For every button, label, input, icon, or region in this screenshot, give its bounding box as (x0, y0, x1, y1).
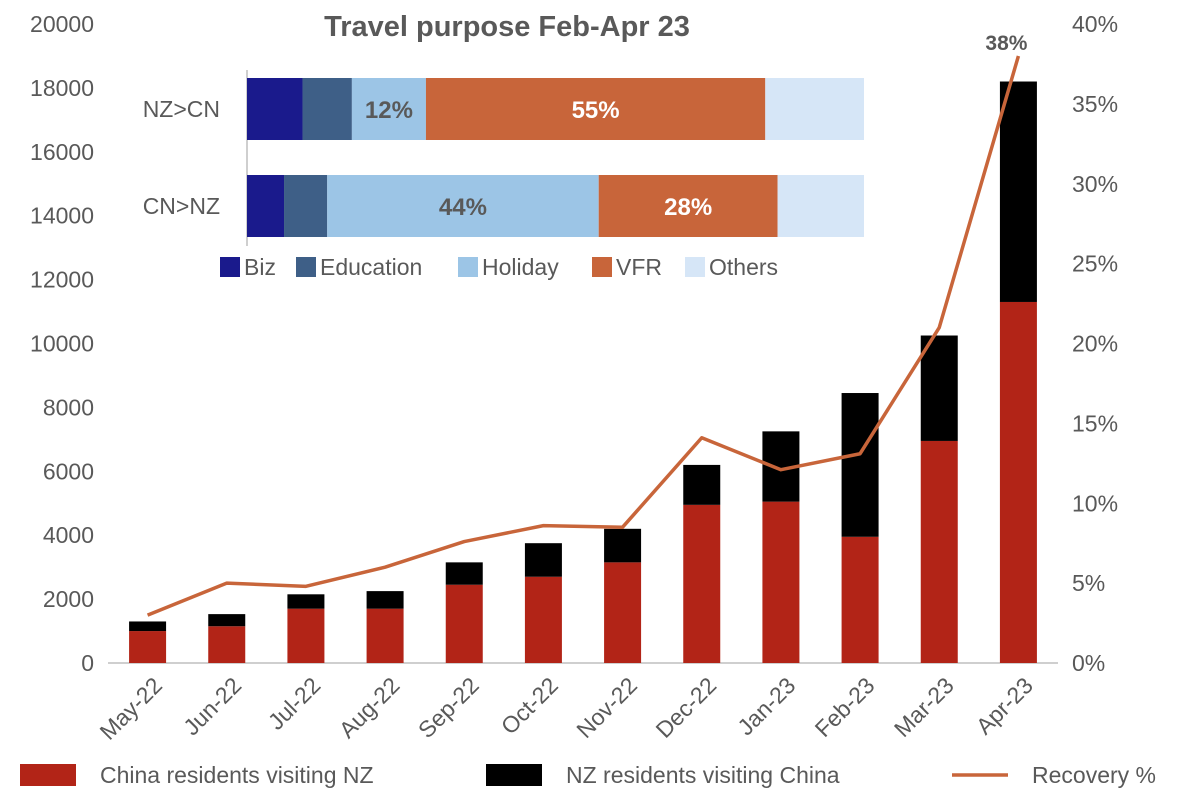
inset-data-label: 28% (664, 194, 712, 221)
bar-china-residents (366, 608, 404, 663)
x-tick-label: May-22 (94, 672, 167, 745)
legend-label-recovery: Recovery % (1032, 762, 1156, 788)
inset-legend-swatch (592, 257, 612, 277)
inset-legend-label: Holiday (482, 254, 559, 280)
inset-row-label: NZ>CN (143, 96, 220, 122)
inset-title: Travel purpose Feb-Apr 23 (324, 11, 690, 43)
recovery-end-label: 38% (985, 32, 1027, 55)
bar-china-residents (445, 584, 483, 663)
bar-series (129, 81, 1037, 663)
x-tick-label: Jul-22 (263, 672, 326, 735)
bar-nz-residents (604, 528, 642, 563)
x-tick-label: Jun-22 (178, 672, 246, 740)
legend-label-nz-residents: NZ residents visiting China (566, 762, 840, 788)
bar-nz-residents (208, 614, 246, 627)
y-tick-label: 20000 (30, 11, 94, 37)
inset-bar-holiday (327, 175, 599, 237)
bar-china-residents (129, 631, 167, 663)
y2-tick-label: 10% (1072, 490, 1118, 516)
bar-nz-residents (524, 543, 562, 577)
x-axis-labels: May-22 Jun-22 Jul-22 Aug-22 Sep-22 Oct-22 Nov-… (94, 672, 1037, 745)
bar-nz-residents (129, 621, 167, 632)
travel-purpose-inset: Travel purpose Feb-Apr 23 NZ>CN 12% 55% CN>… (143, 11, 864, 280)
inset-bar-holiday (351, 78, 426, 140)
bar-china-residents (762, 501, 800, 663)
bar-china-residents (604, 562, 642, 663)
y-tick-label: 2000 (43, 586, 94, 612)
y2-tick-label: 5% (1072, 570, 1105, 596)
y2-tick-label: 40% (1072, 11, 1118, 37)
inset-data-label: 55% (572, 97, 620, 124)
bar-nz-residents (999, 81, 1037, 302)
x-tick-label: Nov-22 (571, 672, 642, 743)
y-tick-label: 18000 (30, 75, 94, 101)
left-axis: 0 2000 4000 6000 8000 10000 12000 14000 16000 180… (30, 11, 94, 676)
inset-data-label: 12% (365, 97, 413, 124)
y2-tick-label: 20% (1072, 331, 1118, 357)
inset-legend-swatch (458, 257, 478, 277)
y2-tick-label: 30% (1072, 171, 1118, 197)
x-tick-label: Jan-23 (732, 672, 800, 740)
right-axis: 0% 5% 10% 15% 20% 25% 30% 35% 40% (1072, 11, 1118, 676)
bar-china-residents (920, 440, 958, 663)
x-tick-label: Feb-23 (810, 672, 880, 742)
inset-bars: NZ>CN 12% 55% CN>NZ 44% 28% (143, 78, 864, 237)
inset-legend-swatch (685, 257, 705, 277)
y-tick-label: 8000 (43, 394, 94, 420)
x-tick-label: Sep-22 (413, 672, 484, 743)
x-tick-label: Apr-23 (971, 672, 1038, 739)
legend-label-china-residents: China residents visiting NZ (100, 762, 374, 788)
inset-legend-swatch (296, 257, 316, 277)
legend-swatch-nz-residents (486, 764, 542, 786)
bar-china-residents (999, 301, 1037, 663)
inset-legend: Biz Education Holiday VFR Others (220, 254, 778, 280)
recovery-line (146, 55, 1021, 617)
inset-bar-biz (247, 175, 285, 237)
bar-nz-residents (920, 335, 958, 441)
bar-china-residents (524, 576, 562, 663)
bar-nz-residents (287, 594, 325, 609)
bar-china-residents (287, 608, 325, 663)
y2-tick-label: 35% (1072, 91, 1118, 117)
inset-bar-others (765, 78, 864, 140)
y2-tick-label: 0% (1072, 650, 1105, 676)
inset-bar-education (302, 78, 352, 140)
legend-swatch-china-residents (20, 764, 76, 786)
x-tick-label: Oct-22 (496, 672, 563, 739)
inset-legend-label: VFR (616, 254, 662, 280)
inset-legend-label: Education (320, 254, 422, 280)
y-tick-label: 14000 (30, 203, 94, 229)
inset-bar-education (284, 175, 328, 237)
bar-nz-residents (683, 464, 721, 505)
inset-bar-biz (247, 78, 303, 140)
inset-legend-label: Biz (244, 254, 276, 280)
y-tick-label: 6000 (43, 458, 94, 484)
inset-legend-swatch (220, 257, 240, 277)
y-tick-label: 16000 (30, 139, 94, 165)
bar-china-residents (841, 536, 879, 663)
x-tick-label: Mar-23 (889, 672, 959, 742)
inset-legend-label: Others (709, 254, 778, 280)
x-tick-label: Aug-22 (334, 672, 405, 743)
inset-data-label: 44% (439, 194, 487, 221)
main-legend: China residents visiting NZ NZ residents … (20, 762, 1156, 788)
bar-china-residents (208, 626, 246, 663)
y-tick-label: 12000 (30, 267, 94, 293)
y2-tick-label: 25% (1072, 251, 1118, 277)
bar-nz-residents (445, 562, 483, 585)
x-tick-label: Dec-22 (650, 672, 721, 743)
y-tick-label: 0 (81, 650, 94, 676)
bar-nz-residents (366, 591, 404, 609)
inset-bar-others (777, 175, 864, 237)
y-tick-label: 4000 (43, 522, 94, 548)
y2-tick-label: 15% (1072, 410, 1118, 436)
inset-row-label: CN>NZ (143, 193, 220, 219)
inset-bar-vfr (598, 175, 778, 237)
inset-bar-vfr (425, 78, 766, 140)
y-tick-label: 10000 (30, 331, 94, 357)
bar-china-residents (683, 504, 721, 663)
bar-nz-residents (841, 393, 879, 537)
